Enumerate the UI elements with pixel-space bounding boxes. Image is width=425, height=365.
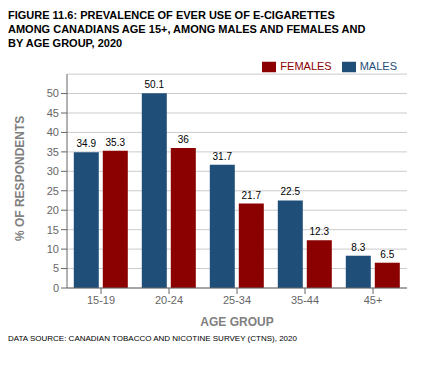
html-text:AMONG CANADIANS AGE 15+, AMONG: AMONG CANADIANS AGE 15+, AMONG MALES AND… [8, 23, 366, 35]
svg-text:25: 25 [47, 185, 59, 197]
svg-text:10: 10 [47, 243, 59, 255]
svg-text:30: 30 [47, 165, 59, 177]
svg-text:20-24: 20-24 [155, 294, 183, 306]
svg-text:12.3: 12.3 [310, 226, 330, 237]
svg-text:6.5: 6.5 [380, 249, 394, 260]
svg-text:45+: 45+ [364, 294, 383, 306]
svg-text:50.1: 50.1 [145, 79, 165, 90]
html-text:DATA SOURCE: CANADIAN TOBACCO: DATA SOURCE: CANADIAN TOBACCO AND NICOTI… [8, 334, 297, 343]
svg-text:20: 20 [47, 204, 59, 216]
svg-text:50: 50 [47, 87, 59, 99]
svg-text:35: 35 [47, 146, 59, 158]
html-text:FEMALES: FEMALES [280, 60, 332, 72]
svg-text:% OF RESPONDENTS: % OF RESPONDENTS [13, 116, 27, 241]
svg-text:40: 40 [47, 126, 59, 138]
svg-text:45: 45 [47, 107, 59, 119]
svg-text:35.3: 35.3 [106, 137, 126, 148]
html-text:BY AGE GROUP, 2020: BY AGE GROUP, 2020 [8, 37, 123, 49]
html-text:MALES: MALES [359, 60, 397, 72]
svg-text:15: 15 [47, 224, 59, 236]
svg-text:8.3: 8.3 [351, 242, 365, 253]
svg-text:31.7: 31.7 [213, 151, 233, 162]
html-text:FIGURE 11.6: PREVALENCE OF EVE: FIGURE 11.6: PREVALENCE OF EVER USE OF E… [8, 9, 335, 21]
svg-text:36: 36 [178, 134, 190, 145]
svg-text:15-19: 15-19 [87, 294, 115, 306]
svg-text:AGE GROUP: AGE GROUP [200, 315, 273, 329]
svg-text:25-34: 25-34 [223, 294, 251, 306]
svg-text:0: 0 [53, 282, 59, 294]
svg-text:34.9: 34.9 [77, 138, 97, 149]
svg-text:21.7: 21.7 [242, 190, 262, 201]
svg-text:5: 5 [53, 262, 59, 274]
svg-text:35-44: 35-44 [291, 294, 319, 306]
svg-text:22.5: 22.5 [281, 186, 301, 197]
